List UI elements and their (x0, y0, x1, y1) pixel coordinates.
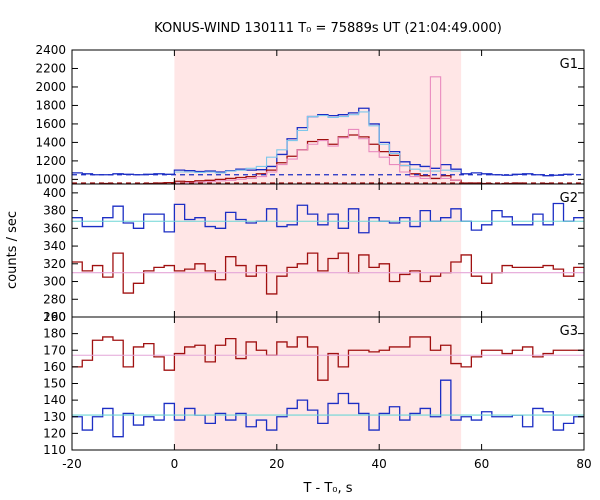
chart-title: KONUS-WIND 130111 T₀ = 75889s UT (21:04:… (154, 21, 502, 36)
series-red-step-line (72, 336, 584, 381)
y-tick-label: 1400 (35, 135, 66, 149)
y-tick-label: 170 (43, 343, 66, 357)
y-tick-label: 340 (43, 239, 66, 253)
x-tick-label: 40 (372, 457, 387, 471)
panel-label: G3 (560, 324, 578, 339)
series-pink-step-line (174, 76, 462, 184)
series-light_blue-step-line (174, 111, 462, 174)
y-tick-label: 280 (43, 292, 66, 306)
x-tick-label: -20 (62, 457, 82, 471)
x-tick-label: 20 (269, 457, 284, 471)
y-tick-label: 110 (43, 443, 66, 457)
panel-g1-plot (72, 76, 584, 184)
panel-g3-plot (72, 336, 584, 438)
y-tick-label: 300 (43, 275, 66, 289)
y-tick-label: 260 (43, 310, 66, 324)
y-tick-label: 360 (43, 221, 66, 235)
panel-label: G2 (560, 191, 578, 206)
y-tick-label: 180 (43, 327, 66, 341)
y-tick-label: 400 (43, 186, 66, 200)
y-tick-label: 2000 (35, 80, 66, 94)
series-blue-step-line (72, 202, 584, 234)
y-axis-label: counts / sec (5, 211, 20, 289)
y-tick-label: 1000 (35, 172, 66, 186)
y-tick-label: 160 (43, 360, 66, 374)
x-tick-label: 60 (474, 457, 489, 471)
y-tick-label: 190 (43, 310, 66, 324)
y-tick-label: 1200 (35, 154, 66, 168)
highlight-interval (174, 50, 462, 450)
panel-g2-plot (72, 202, 584, 295)
y-tick-label: 380 (43, 204, 66, 218)
x-tick-label: 0 (171, 457, 179, 471)
y-tick-label: 120 (43, 426, 66, 440)
y-tick-label: 150 (43, 377, 66, 391)
y-tick-label: 140 (43, 393, 66, 407)
x-axis-label: T - T₀, s (302, 481, 352, 496)
y-tick-label: 320 (43, 257, 66, 271)
y-tick-label: 2200 (35, 61, 66, 75)
series-red-step-line (72, 252, 584, 295)
y-tick-label: 2400 (35, 43, 66, 57)
y-tick-label: 130 (43, 410, 66, 424)
x-tick-label: 80 (576, 457, 591, 471)
series-blue-step-line (72, 107, 574, 177)
y-tick-label: 1800 (35, 98, 66, 112)
y-tick-label: 1600 (35, 117, 66, 131)
panel-label: G1 (560, 57, 578, 72)
